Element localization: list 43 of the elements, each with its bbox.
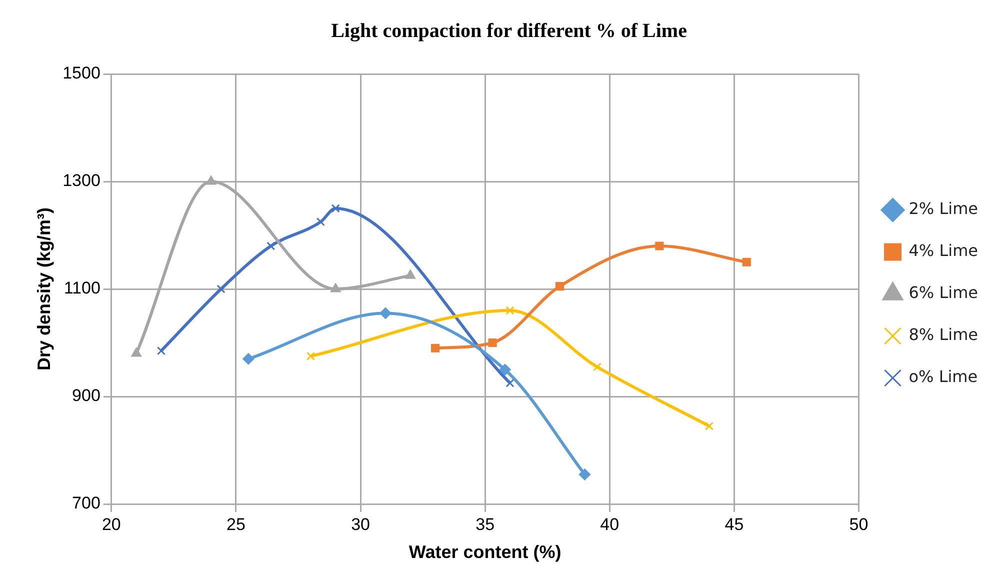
point	[156, 346, 166, 356]
point	[430, 344, 440, 352]
point	[742, 258, 751, 266]
x-tick-label: 25	[226, 514, 246, 534]
point	[131, 348, 142, 357]
point	[206, 176, 216, 185]
legend-label: o% Lime	[908, 367, 978, 386]
point	[331, 204, 340, 213]
point	[242, 353, 254, 365]
point	[216, 284, 226, 294]
point	[556, 282, 564, 291]
point	[704, 422, 714, 430]
chart-title: Light compaction for different % of Lime	[331, 20, 688, 42]
point	[592, 362, 602, 372]
y-tick-label: 1100	[64, 278, 100, 298]
point	[506, 378, 514, 388]
y-tick-label: 1300	[62, 171, 100, 190]
point	[506, 306, 514, 315]
y-tick-label: 700	[72, 494, 100, 513]
x-tick-label: 45	[724, 514, 744, 534]
x-axis-title: Water content (%)	[408, 542, 562, 562]
point	[655, 242, 664, 250]
x-tick-label: 40	[600, 514, 620, 534]
point	[578, 468, 590, 480]
legend-label: 6% Lime	[908, 283, 978, 302]
x-tick-label: 50	[849, 514, 868, 534]
x-tick-label: 20	[102, 514, 121, 534]
y-tick-label: 900	[72, 386, 100, 406]
point	[266, 242, 276, 250]
point	[316, 218, 325, 226]
y-axis-title: Dry density (kg/m³)	[34, 207, 54, 371]
legend-label: 8% Lime	[908, 325, 978, 344]
point	[488, 338, 497, 348]
point	[405, 270, 416, 279]
point	[306, 352, 315, 360]
x-tick-label: 35	[476, 514, 495, 534]
x-tick-label: 30	[351, 514, 370, 534]
legend-label: 4% Lime	[908, 241, 978, 260]
point	[499, 364, 511, 376]
point	[380, 307, 392, 319]
y-tick-label: 1500	[62, 64, 100, 83]
legend-label: 2% Lime	[908, 199, 978, 218]
point	[330, 283, 341, 292]
